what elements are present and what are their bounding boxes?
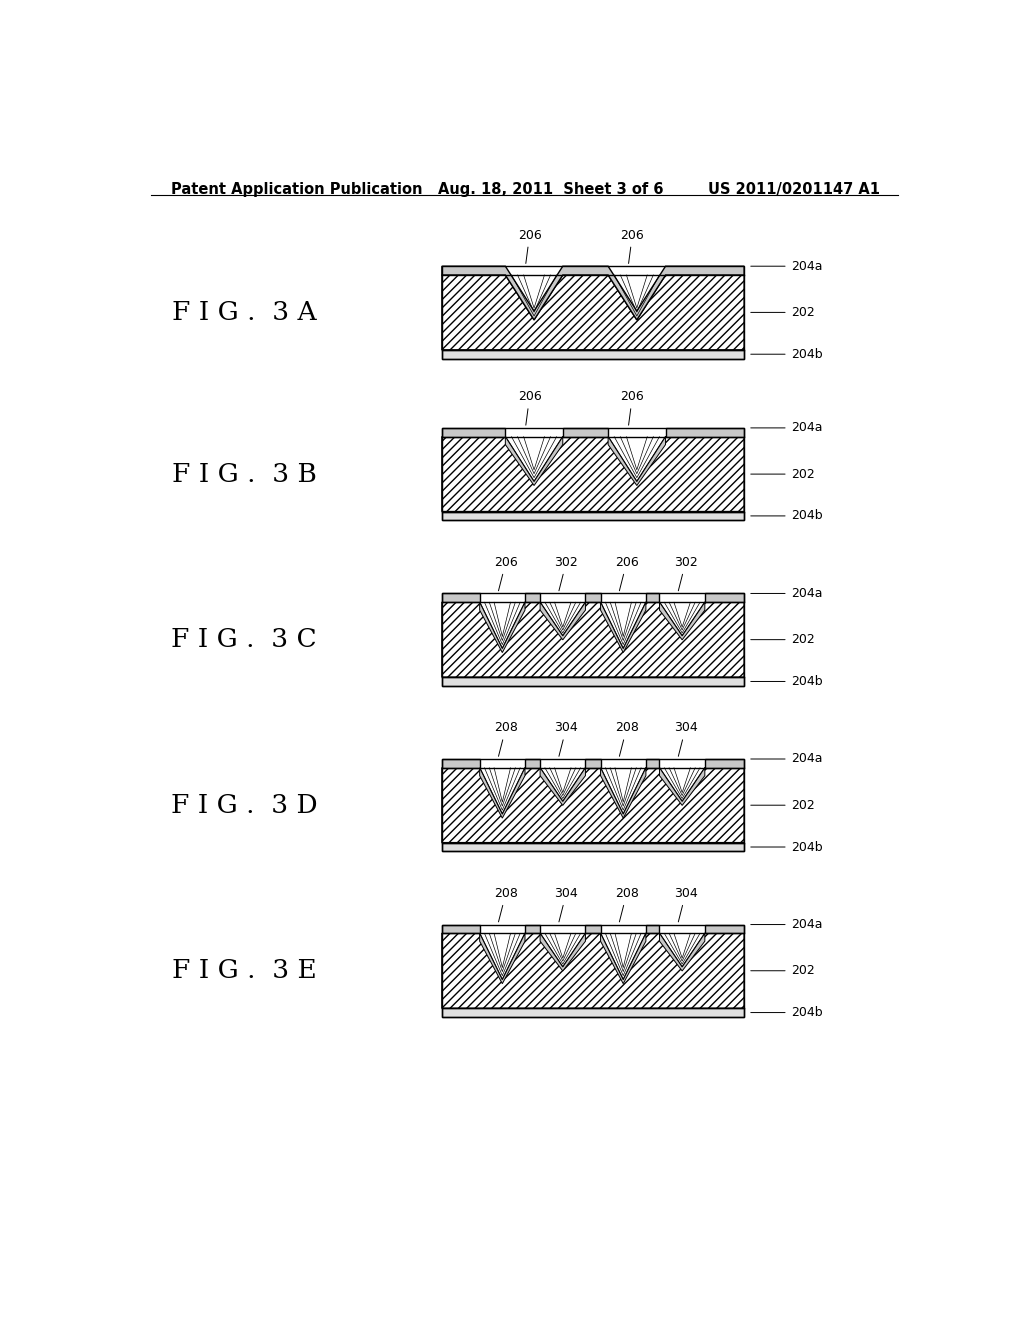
Polygon shape <box>442 759 479 768</box>
Polygon shape <box>563 428 608 437</box>
Polygon shape <box>666 428 744 437</box>
Text: F I G .  3 D: F I G . 3 D <box>171 793 317 817</box>
Polygon shape <box>600 933 646 983</box>
Text: F I G .  3 C: F I G . 3 C <box>171 627 317 652</box>
Text: 204b: 204b <box>751 841 822 854</box>
Polygon shape <box>479 602 525 652</box>
Text: 208: 208 <box>614 721 639 756</box>
Text: 206: 206 <box>518 228 542 264</box>
Text: Aug. 18, 2011  Sheet 3 of 6: Aug. 18, 2011 Sheet 3 of 6 <box>438 182 664 197</box>
Polygon shape <box>442 350 744 359</box>
Text: Patent Application Publication: Patent Application Publication <box>171 182 422 197</box>
Polygon shape <box>442 512 744 520</box>
Text: 204a: 204a <box>751 260 822 273</box>
Text: 204a: 204a <box>751 421 822 434</box>
Text: 206: 206 <box>494 556 518 591</box>
Polygon shape <box>540 602 586 640</box>
Polygon shape <box>525 759 540 768</box>
Polygon shape <box>442 428 506 437</box>
Text: 206: 206 <box>621 228 644 264</box>
Polygon shape <box>442 677 744 686</box>
Text: F I G .  3 E: F I G . 3 E <box>172 958 316 983</box>
Text: 202: 202 <box>751 467 814 480</box>
Text: 204a: 204a <box>751 752 822 766</box>
Polygon shape <box>600 602 646 652</box>
Text: 202: 202 <box>751 634 814 647</box>
Polygon shape <box>479 768 525 818</box>
Polygon shape <box>525 924 540 933</box>
Text: 304: 304 <box>674 887 697 921</box>
Polygon shape <box>442 594 479 602</box>
Text: 206: 206 <box>518 391 542 425</box>
Text: US 2011/0201147 A1: US 2011/0201147 A1 <box>708 182 880 197</box>
Text: 202: 202 <box>751 306 814 319</box>
Polygon shape <box>442 602 744 677</box>
Polygon shape <box>442 1008 744 1016</box>
Text: 204b: 204b <box>751 510 822 523</box>
Polygon shape <box>586 594 600 602</box>
Text: 204a: 204a <box>751 587 822 601</box>
Text: 206: 206 <box>614 556 639 591</box>
Polygon shape <box>540 933 586 972</box>
Polygon shape <box>586 924 600 933</box>
Polygon shape <box>646 594 659 602</box>
Text: 202: 202 <box>751 799 814 812</box>
Polygon shape <box>442 267 744 319</box>
Polygon shape <box>705 759 744 768</box>
Text: F I G .  3 A: F I G . 3 A <box>172 300 316 325</box>
Polygon shape <box>600 768 646 818</box>
Polygon shape <box>586 759 600 768</box>
Polygon shape <box>646 759 659 768</box>
Text: 204b: 204b <box>751 1006 822 1019</box>
Polygon shape <box>442 437 744 512</box>
Polygon shape <box>608 437 666 486</box>
Text: 304: 304 <box>554 721 579 756</box>
Polygon shape <box>506 437 563 486</box>
Text: 302: 302 <box>554 556 579 591</box>
Polygon shape <box>479 933 525 983</box>
Text: 202: 202 <box>751 964 814 977</box>
Text: 204b: 204b <box>751 675 822 688</box>
Text: 204a: 204a <box>751 917 822 931</box>
Polygon shape <box>442 933 744 1008</box>
Text: 304: 304 <box>674 721 697 756</box>
Polygon shape <box>540 768 586 805</box>
Polygon shape <box>659 768 705 805</box>
Text: 208: 208 <box>494 887 518 921</box>
Text: 302: 302 <box>674 556 697 591</box>
Text: 204b: 204b <box>751 347 822 360</box>
Text: 206: 206 <box>621 391 644 425</box>
Text: 208: 208 <box>614 887 639 921</box>
Polygon shape <box>442 275 744 350</box>
Polygon shape <box>442 768 744 842</box>
Polygon shape <box>646 924 659 933</box>
Text: F I G .  3 B: F I G . 3 B <box>172 462 316 487</box>
Polygon shape <box>442 924 479 933</box>
Polygon shape <box>442 842 744 851</box>
Text: 304: 304 <box>554 887 579 921</box>
Polygon shape <box>525 594 540 602</box>
Polygon shape <box>659 933 705 972</box>
Text: 208: 208 <box>494 721 518 756</box>
Polygon shape <box>705 594 744 602</box>
Polygon shape <box>659 602 705 640</box>
Polygon shape <box>705 924 744 933</box>
